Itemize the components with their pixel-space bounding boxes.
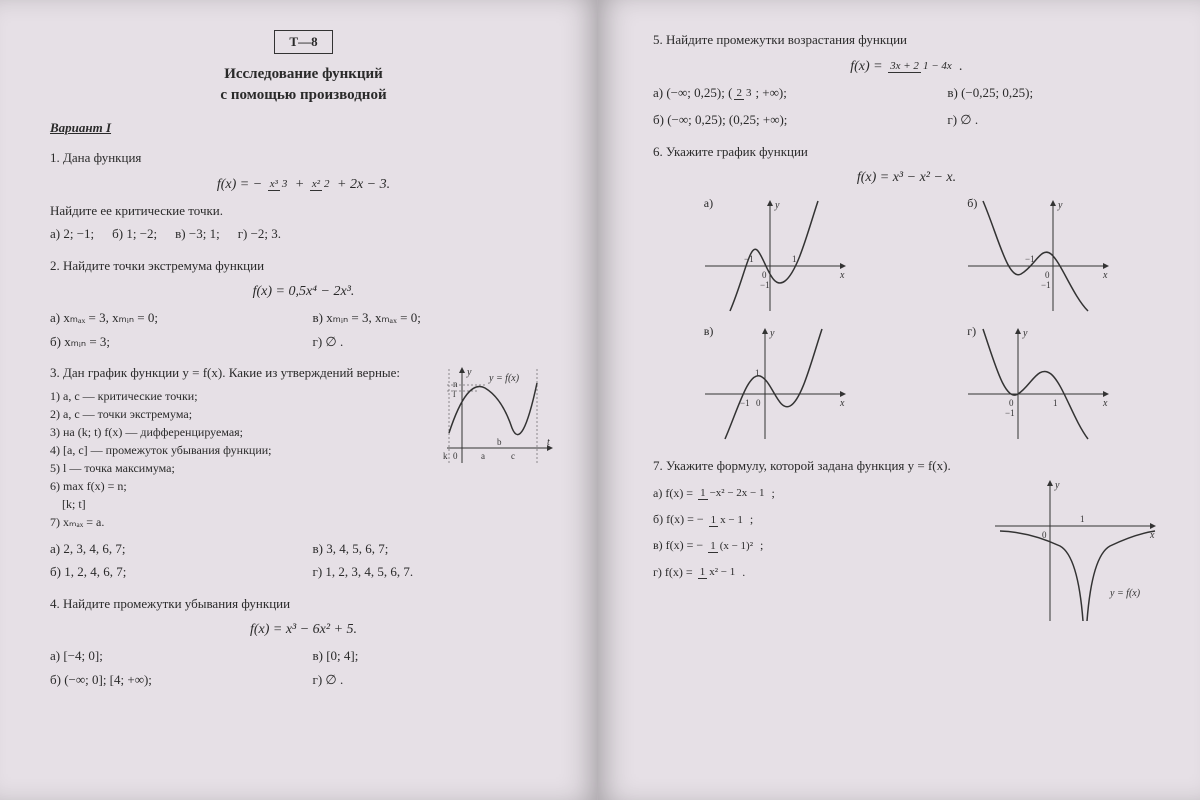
p7-c: в) f(x) = − 1(x − 1)² ; bbox=[653, 532, 978, 558]
svg-text:0: 0 bbox=[762, 270, 767, 280]
p5-b: б) (−∞; 0,25); (0,25; +∞); bbox=[653, 110, 929, 130]
svg-text:1: 1 bbox=[792, 254, 797, 264]
p4-c: в) [0; 4]; bbox=[313, 646, 558, 666]
svg-text:−1: −1 bbox=[1041, 280, 1051, 290]
svg-text:x: x bbox=[839, 398, 845, 409]
p4-options: а) [−4; 0]; в) [0; 4]; б) (−∞; 0]; [4; +… bbox=[50, 646, 557, 689]
right-page: 5. Найдите промежутки возрастания функци… bbox=[598, 0, 1200, 800]
svg-text:y: y bbox=[466, 367, 472, 378]
svg-text:−1: −1 bbox=[760, 280, 770, 290]
svg-text:0: 0 bbox=[1009, 398, 1014, 408]
svg-text:1: 1 bbox=[1053, 398, 1058, 408]
p1-d: г) −2; 3. bbox=[238, 224, 281, 244]
p3-d: г) 1, 2, 3, 4, 5, 6, 7. bbox=[313, 562, 558, 582]
p1-a: а) 2; −1; bbox=[50, 224, 94, 244]
p5-d: г) ∅ . bbox=[947, 110, 1160, 130]
p1-c: в) −3; 1; bbox=[175, 224, 220, 244]
p2-b: б) xₘᵢₙ = 3; bbox=[50, 332, 295, 352]
test-header: Т—8 bbox=[274, 30, 332, 54]
p5-a: а) (−∞; 0,25); (23; +∞); bbox=[653, 83, 929, 103]
p6-graph-a: а) y x 0 −1 1 −1 bbox=[700, 196, 850, 316]
p7-intro: 7. Укажите формулу, которой задана функц… bbox=[653, 456, 1160, 476]
p3-c: в) 3, 4, 5, 6, 7; bbox=[313, 539, 558, 559]
p6-graph-d: г) y x 0 1 −1 bbox=[963, 324, 1113, 444]
svg-text:l: l bbox=[453, 389, 456, 399]
svg-text:y: y bbox=[1057, 200, 1063, 211]
p5-intro: 5. Найдите промежутки возрастания функци… bbox=[653, 30, 1160, 50]
p7-b: б) f(x) = − 1x − 1 ; bbox=[653, 506, 978, 532]
problem-1: 1. Дана функция f(x) = − x³3 + x²2 + 2x … bbox=[50, 148, 557, 244]
p4-d: г) ∅ . bbox=[313, 670, 558, 690]
svg-text:k: k bbox=[443, 451, 448, 461]
p1-intro: 1. Дана функция bbox=[50, 148, 557, 168]
svg-text:y = f(x): y = f(x) bbox=[488, 373, 520, 384]
svg-text:y: y bbox=[774, 200, 780, 211]
title-line-1: Исследование функций bbox=[224, 66, 383, 82]
p3-b: б) 1, 2, 4, 6, 7; bbox=[50, 562, 295, 582]
p4-a: а) [−4; 0]; bbox=[50, 646, 295, 666]
p5-formula: f(x) = 3x + 21 − 4x . bbox=[653, 56, 1160, 77]
svg-text:0: 0 bbox=[756, 398, 761, 408]
problem-7: 7. Укажите формулу, которой задана функц… bbox=[653, 456, 1160, 626]
problem-3: 3. Дан график функции y = f(x). Какие из… bbox=[50, 363, 557, 582]
p7-d: г) f(x) = 1x² − 1 . bbox=[653, 559, 978, 585]
page-title: Исследование функций с помощью производн… bbox=[50, 64, 557, 106]
svg-text:n: n bbox=[453, 379, 458, 389]
p3-a: а) 2, 3, 4, 6, 7; bbox=[50, 539, 295, 559]
p3-statements: 1) a, c — критические точки; 2) a, c — т… bbox=[50, 387, 405, 531]
problem-2: 2. Найдите точки экстремума функции f(x)… bbox=[50, 256, 557, 352]
p1-task: Найдите ее критические точки. bbox=[50, 201, 557, 221]
p4-b: б) (−∞; 0]; [4; +∞); bbox=[50, 670, 295, 690]
p3-options: а) 2, 3, 4, 6, 7; в) 3, 4, 5, 6, 7; б) 1… bbox=[50, 539, 557, 582]
problem-5: 5. Найдите промежутки возрастания функци… bbox=[653, 30, 1160, 130]
svg-text:0: 0 bbox=[453, 451, 458, 461]
p6-graph-c: в) y x 0 −1 1 bbox=[700, 324, 850, 444]
svg-text:−1: −1 bbox=[1005, 408, 1015, 418]
p2-c: в) xₘᵢₙ = 3, xₘₐₓ = 0; bbox=[313, 308, 558, 328]
p7-a: а) f(x) = 1−x² − 2x − 1 ; bbox=[653, 480, 978, 506]
problem-4: 4. Найдите промежутки убывания функции f… bbox=[50, 594, 557, 690]
svg-text:x: x bbox=[839, 270, 845, 281]
svg-text:t: t bbox=[547, 437, 550, 448]
svg-text:y: y bbox=[1054, 480, 1060, 491]
svg-text:y = f(x): y = f(x) bbox=[1109, 588, 1141, 599]
p6-graph-b: б) y x 0 −1 −1 bbox=[963, 196, 1113, 316]
p1-options: а) 2; −1; б) 1; −2; в) −3; 1; г) −2; 3. bbox=[50, 224, 557, 244]
variant-label: Вариант I bbox=[50, 120, 557, 136]
p4-formula: f(x) = x³ − 6x² + 5. bbox=[50, 619, 557, 640]
p2-intro: 2. Найдите точки экстремума функции bbox=[50, 256, 557, 276]
p3-graph: t y k 0 a b c n l y = f(x) bbox=[417, 363, 557, 473]
svg-text:a: a bbox=[481, 451, 485, 461]
p2-a: а) xₘₐₓ = 3, xₘᵢₙ = 0; bbox=[50, 308, 295, 328]
svg-text:y: y bbox=[769, 328, 775, 339]
left-page: Т—8 Исследование функций с помощью произ… bbox=[0, 0, 598, 800]
p1-b: б) 1; −2; bbox=[112, 224, 157, 244]
svg-text:0: 0 bbox=[1045, 270, 1050, 280]
p7-graph: y x 0 1 y = f(x) bbox=[990, 476, 1160, 626]
title-line-2: с помощью производной bbox=[220, 87, 386, 103]
svg-text:y: y bbox=[1022, 328, 1028, 339]
p1-formula: f(x) = − x³3 + x²2 + 2x − 3. bbox=[50, 174, 557, 195]
svg-text:c: c bbox=[511, 451, 515, 461]
svg-text:x: x bbox=[1102, 270, 1108, 281]
problem-6: 6. Укажите график функции f(x) = x³ − x²… bbox=[653, 142, 1160, 445]
p5-c: в) (−0,25; 0,25); bbox=[947, 83, 1160, 103]
p2-d: г) ∅ . bbox=[313, 332, 558, 352]
p6-intro: 6. Укажите график функции bbox=[653, 142, 1160, 162]
p6-formula: f(x) = x³ − x² − x. bbox=[653, 167, 1160, 188]
p5-options: а) (−∞; 0,25); (23; +∞); в) (−0,25; 0,25… bbox=[653, 83, 1160, 130]
p2-formula: f(x) = 0,5x⁴ − 2x³. bbox=[50, 281, 557, 302]
p6-graphs-row1: а) y x 0 −1 1 −1 б) bbox=[653, 196, 1160, 316]
p6-graphs-row2: в) y x 0 −1 1 г) y x bbox=[653, 324, 1160, 444]
svg-text:b: b bbox=[497, 437, 502, 447]
svg-text:1: 1 bbox=[1080, 514, 1085, 524]
p4-intro: 4. Найдите промежутки убывания функции bbox=[50, 594, 557, 614]
p2-options: а) xₘₐₓ = 3, xₘᵢₙ = 0; в) xₘᵢₙ = 3, xₘₐₓ… bbox=[50, 308, 557, 351]
p3-intro: 3. Дан график функции y = f(x). Какие из… bbox=[50, 363, 405, 383]
svg-text:x: x bbox=[1102, 398, 1108, 409]
